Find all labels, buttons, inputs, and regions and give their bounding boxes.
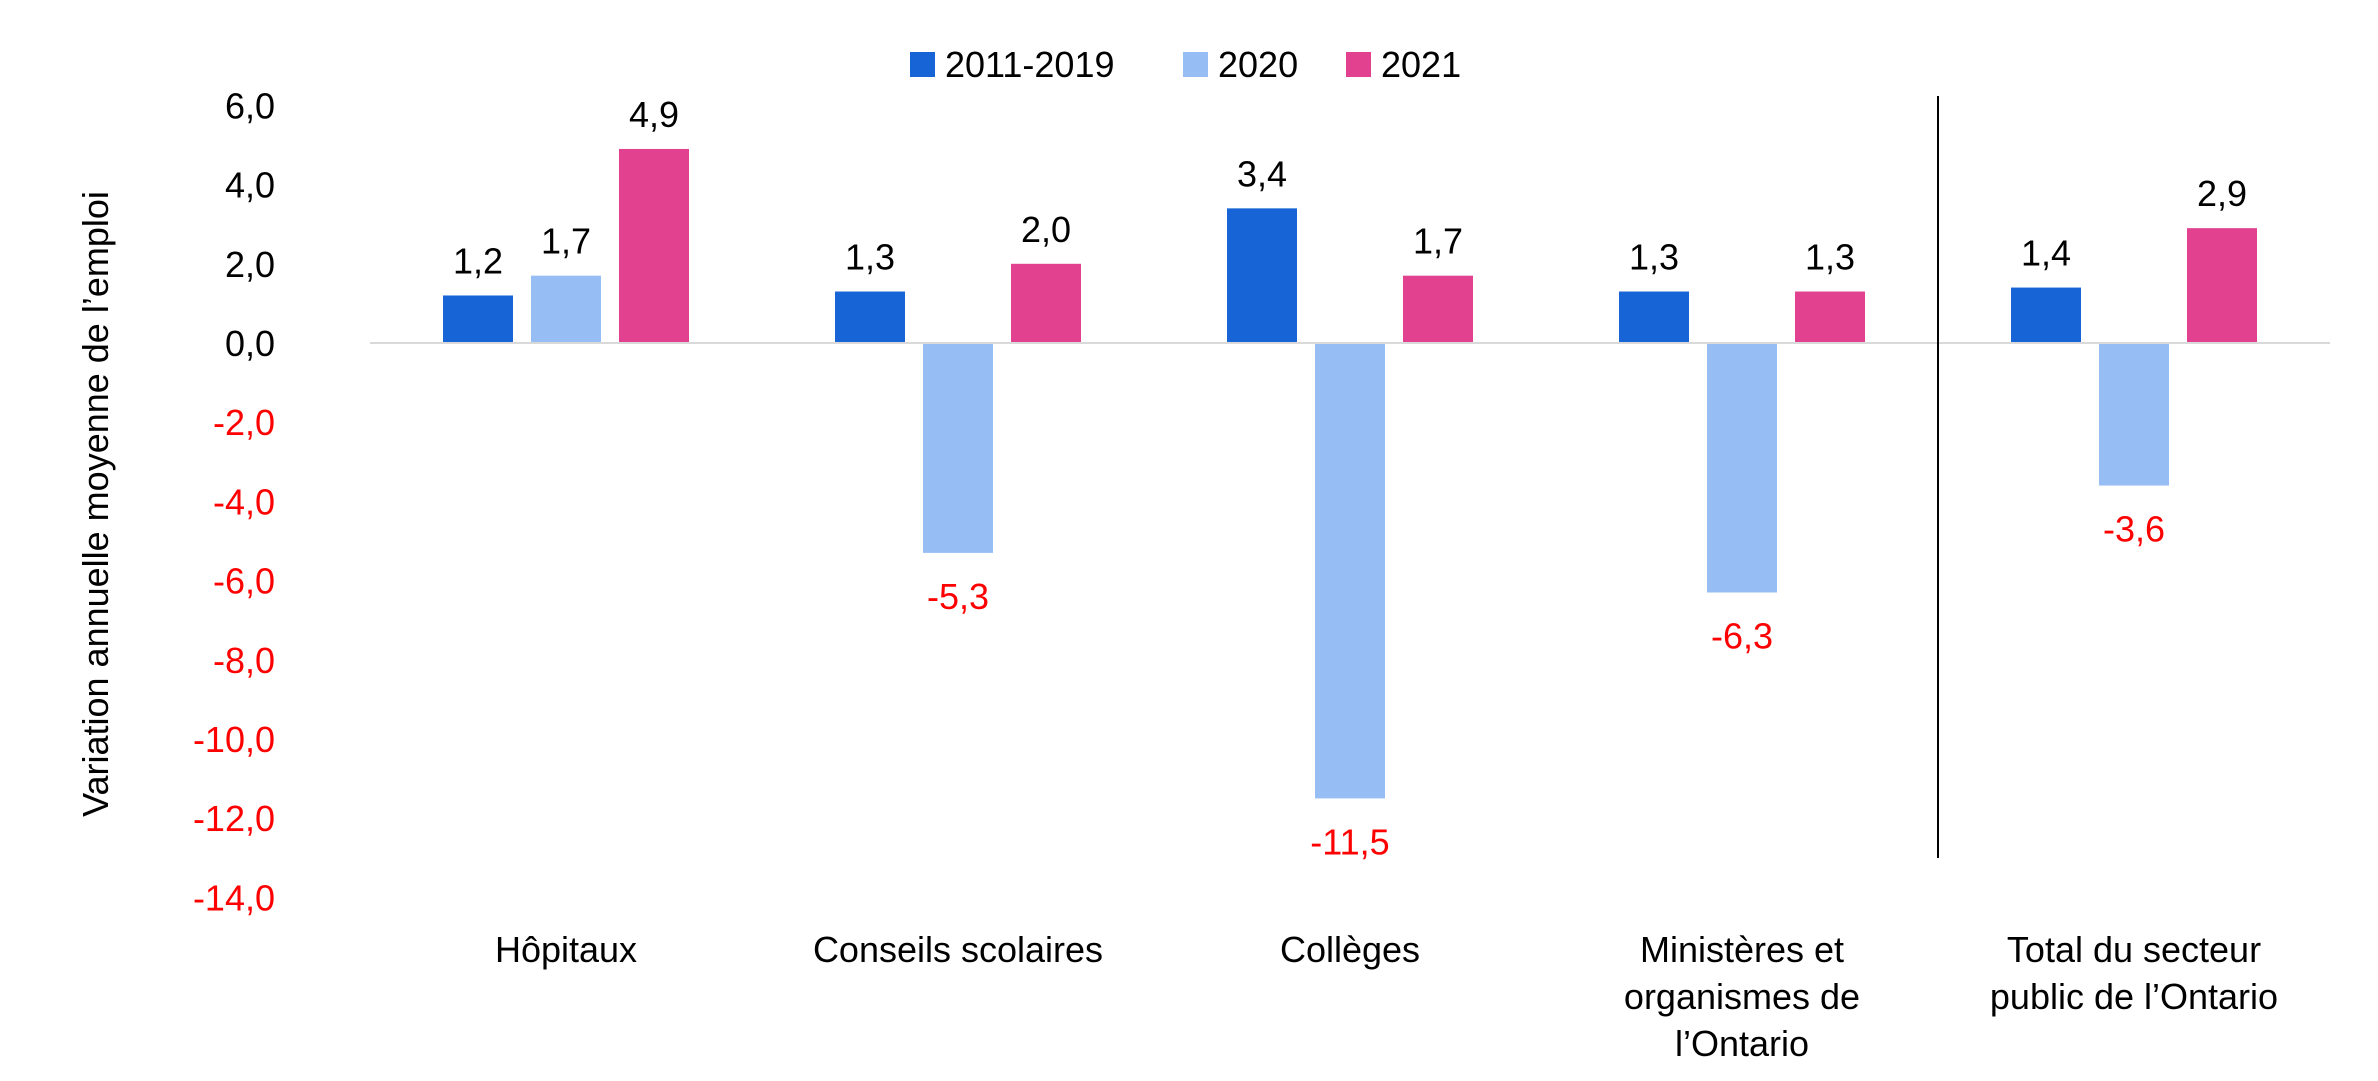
data-label: 1,3 — [845, 237, 895, 278]
bar-2020 — [1707, 343, 1777, 593]
bars — [443, 148, 2257, 799]
y-tick-label: -12,0 — [193, 798, 275, 839]
data-label: 1,7 — [1413, 221, 1463, 262]
y-axis: 6,0 4,0 2,0 0,0 -2,0 -4,0 -6,0 -8,0 -10,0 -12,0 -1… — [193, 85, 275, 918]
data-label: -3,6 — [2103, 509, 2165, 550]
category-label: Conseils scolaires — [813, 929, 1103, 970]
data-label: -6,3 — [1711, 615, 1773, 656]
category-label-line: Total du secteur — [2007, 929, 2261, 970]
y-tick-label: 4,0 — [225, 165, 275, 206]
category-label: Collèges — [1280, 929, 1420, 970]
data-label: 1,3 — [1805, 237, 1855, 278]
y-tick-label: -10,0 — [193, 719, 275, 760]
bar-2020 — [531, 275, 601, 343]
bar-2011-2019 — [443, 295, 513, 343]
bar-2011-2019 — [2011, 287, 2081, 343]
category-labels: Hôpitaux Conseils scolaires Collèges Minist… — [495, 929, 2278, 1064]
data-label: 1,3 — [1629, 237, 1679, 278]
data-label: 2,0 — [1021, 209, 1071, 250]
data-label: 2,9 — [2197, 173, 2247, 214]
bar-2021 — [1403, 275, 1473, 343]
data-label: -11,5 — [1310, 821, 1389, 862]
y-tick-label: -8,0 — [213, 640, 275, 681]
bar-2011-2019 — [1619, 291, 1689, 343]
bar-2020 — [1315, 343, 1385, 799]
legend-label: 2011-2019 — [945, 44, 1115, 85]
bar-2020 — [923, 343, 993, 553]
data-label: 1,7 — [541, 221, 591, 262]
data-labels: 1,2 1,7 4,9 1,3 -5,3 2,0 3,4 -11,5 1,7 1,3 -6,3 1,3… — [453, 94, 2247, 862]
category-label-line: Collèges — [1280, 929, 1420, 970]
y-tick-label: -4,0 — [213, 481, 275, 522]
y-axis-title: Variation annuelle moyenne de l’emploi — [75, 191, 116, 817]
legend-label: 2021 — [1381, 44, 1461, 85]
category-label-line: Ministères et — [1640, 929, 1844, 970]
legend-swatch — [910, 52, 935, 77]
bar-2021 — [1795, 291, 1865, 343]
category-label-line: l’Ontario — [1675, 1023, 1809, 1064]
y-tick-label: 2,0 — [225, 244, 275, 285]
category-label-line: public de l’Ontario — [1990, 976, 2278, 1017]
y-tick-label: 6,0 — [225, 85, 275, 126]
bar-2020 — [2099, 343, 2169, 486]
bar-2011-2019 — [835, 291, 905, 343]
y-tick-label: -2,0 — [213, 402, 275, 443]
legend-label: 2020 — [1218, 44, 1298, 85]
category-label-line: Conseils scolaires — [813, 929, 1103, 970]
legend-swatch — [1183, 52, 1208, 77]
legend-swatch — [1346, 52, 1371, 77]
data-label: 4,9 — [629, 94, 679, 135]
data-label: 3,4 — [1237, 153, 1287, 194]
legend: 2011-2019 2020 2021 — [910, 44, 1461, 85]
data-label: 1,2 — [453, 240, 503, 281]
bar-2021 — [2187, 228, 2257, 343]
y-tick-label: -6,0 — [213, 561, 275, 602]
category-label: Hôpitaux — [495, 929, 637, 970]
category-label-line: organismes de — [1624, 976, 1860, 1017]
category-label-line: Hôpitaux — [495, 929, 637, 970]
bar-2021 — [619, 148, 689, 343]
category-label: Ministères et organismes de l’Ontario — [1624, 929, 1860, 1064]
data-label: -5,3 — [927, 576, 989, 617]
data-label: 1,4 — [2021, 233, 2071, 274]
y-tick-label: -14,0 — [193, 877, 275, 918]
y-tick-label: 0,0 — [225, 323, 275, 364]
bar-2011-2019 — [1227, 208, 1297, 343]
bar-2021 — [1011, 263, 1081, 343]
category-label: Total du secteur public de l’Ontario — [1990, 929, 2278, 1017]
